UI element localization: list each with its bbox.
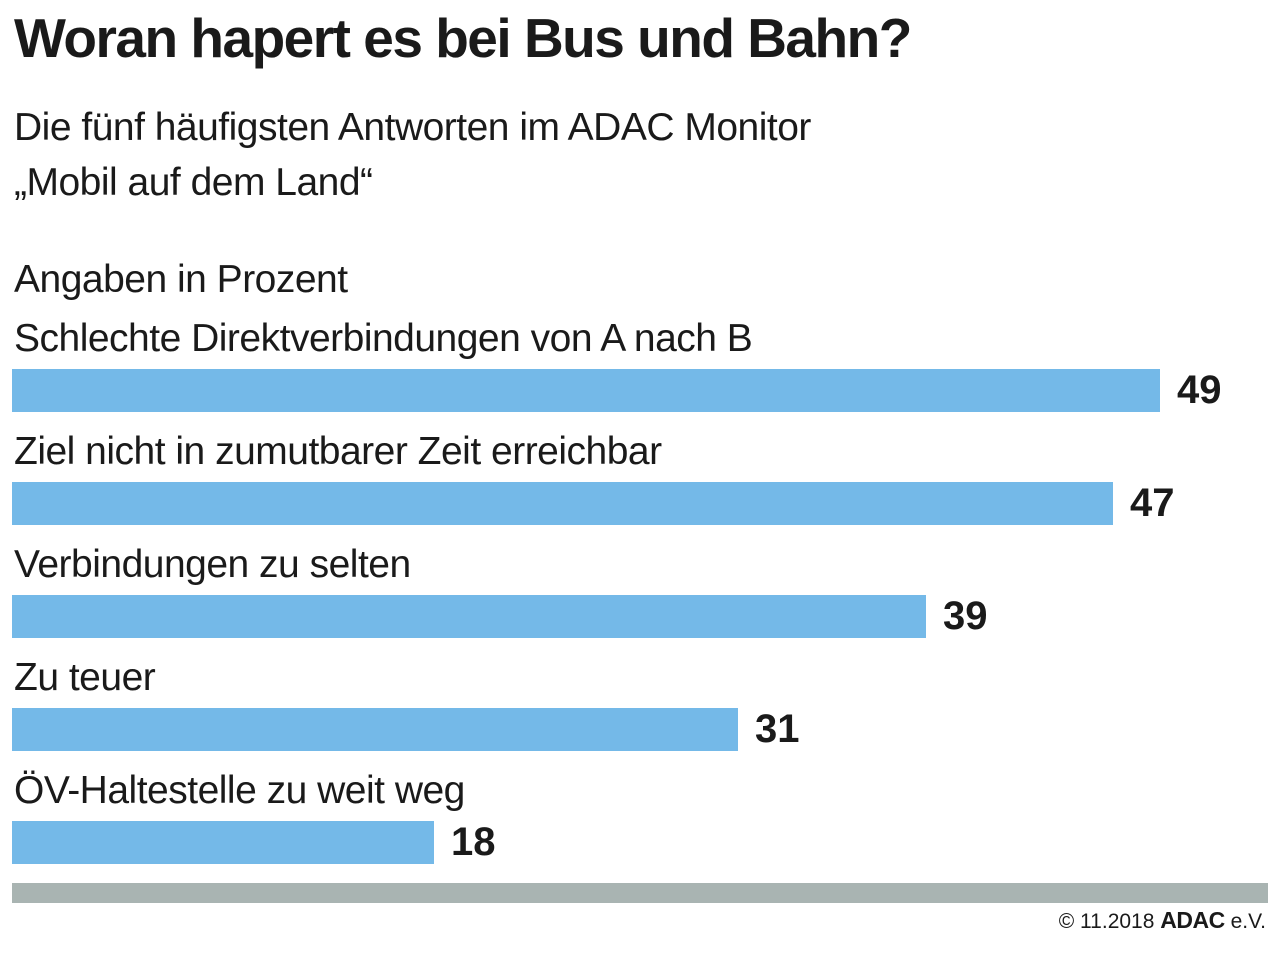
bar-line: 39 — [12, 595, 1268, 638]
bar — [12, 595, 926, 638]
bar-row: Schlechte Direktverbindungen von A nach … — [12, 318, 1268, 412]
bar-label: ÖV-Haltestelle zu weit weg — [14, 769, 465, 812]
bar-line: 47 — [12, 482, 1268, 525]
bar-value: 31 — [755, 707, 800, 751]
bar-chart: Schlechte Direktverbindungen von A nach … — [12, 318, 1268, 864]
adac-logo-text: ADAC — [1160, 907, 1225, 933]
bar-label: Verbindungen zu selten — [14, 543, 411, 586]
copyright-date: © 11.2018 — [1058, 910, 1155, 933]
units-note: Angaben in Prozent — [14, 258, 348, 301]
bar — [12, 821, 434, 864]
bar-row: Zu teuer 31 — [12, 657, 1268, 751]
bar-value: 18 — [451, 820, 496, 864]
bar-row: Ziel nicht in zumutbarer Zeit erreichbar… — [12, 431, 1268, 525]
chart-subtitle-line1: Die fünf häufigsten Antworten im ADAC Mo… — [14, 106, 811, 149]
bar-line: 49 — [12, 369, 1268, 412]
bar — [12, 708, 738, 751]
bar-row: ÖV-Haltestelle zu weit weg 18 — [12, 770, 1268, 864]
bar-value: 47 — [1130, 481, 1175, 525]
bar-label: Zu teuer — [14, 656, 156, 699]
copyright-line: © 11.2018 ADAC e.V. — [12, 907, 1268, 934]
infographic: Woran hapert es bei Bus und Bahn? Die fü… — [0, 8, 1280, 934]
bar — [12, 482, 1113, 525]
footer-divider-bar — [12, 883, 1268, 903]
bar-value: 39 — [943, 594, 988, 638]
bar-value: 49 — [1177, 368, 1222, 412]
chart-subtitle: Die fünf häufigsten Antworten im ADAC Mo… — [14, 100, 1268, 210]
copyright-suffix: e.V. — [1230, 910, 1266, 933]
chart-title: Woran hapert es bei Bus und Bahn? — [14, 7, 912, 69]
bar — [12, 369, 1160, 412]
bar-row: Verbindungen zu selten 39 — [12, 544, 1268, 638]
bar-label: Schlechte Direktverbindungen von A nach … — [14, 317, 753, 360]
chart-subtitle-line2: „Mobil auf dem Land“ — [14, 161, 373, 204]
bar-label: Ziel nicht in zumutbarer Zeit erreichbar — [14, 430, 662, 473]
bar-line: 18 — [12, 821, 1268, 864]
bar-line: 31 — [12, 708, 1268, 751]
